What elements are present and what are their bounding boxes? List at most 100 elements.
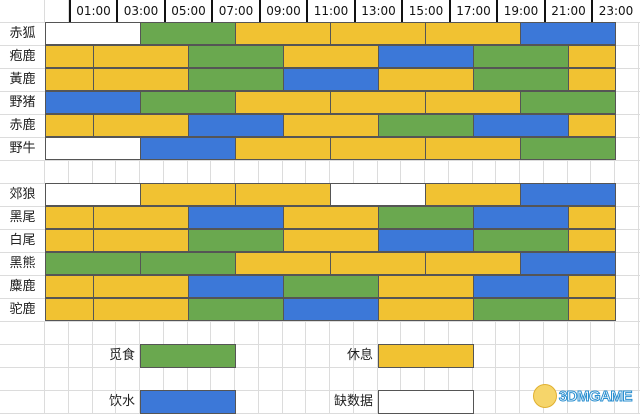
activity-segment-water xyxy=(520,252,616,275)
header-time-0700: 07:00 xyxy=(211,0,259,22)
header-time-0900: 09:00 xyxy=(258,0,307,22)
activity-segment-rest xyxy=(330,137,426,160)
activity-segment-rest xyxy=(330,91,426,114)
activity-segment-water xyxy=(187,114,284,137)
legend-label-nodata: 缺数据 xyxy=(333,394,373,409)
activity-segment-forage xyxy=(377,206,474,229)
legend-label-water: 饮水 xyxy=(108,394,135,409)
header-time-2100: 21:00 xyxy=(543,0,592,22)
header-time-1100: 11:00 xyxy=(306,0,354,22)
activity-segment-forage xyxy=(140,252,236,275)
activity-segment-rest xyxy=(92,206,189,229)
activity-segment-rest xyxy=(45,298,94,321)
activity-segment-rest xyxy=(45,45,94,68)
activity-segment-rest xyxy=(425,183,521,206)
animal-name: 黑熊 xyxy=(0,253,45,275)
activity-segment-rest xyxy=(377,298,474,321)
watermark-text: 3DMGAME xyxy=(558,387,633,405)
activity-segment-rest xyxy=(330,22,426,45)
activity-segment-water xyxy=(472,114,569,137)
legend-swatch-nodata xyxy=(378,390,474,414)
activity-segment-rest xyxy=(235,22,331,45)
animal-name: 郊狼 xyxy=(0,184,45,206)
activity-segment-rest xyxy=(45,275,94,298)
activity-segment-rest xyxy=(567,275,616,298)
activity-segment-water xyxy=(520,22,616,45)
activity-segment-water xyxy=(45,91,141,114)
activity-segment-water xyxy=(282,68,379,91)
header-time-1900: 19:00 xyxy=(496,0,544,22)
animal-name: 赤狐 xyxy=(0,23,45,45)
activity-segment-rest xyxy=(425,137,521,160)
activity-segment-rest xyxy=(92,298,189,321)
activity-segment-rest xyxy=(45,229,94,252)
activity-segment-rest xyxy=(282,229,379,252)
activity-segment-nodata xyxy=(45,22,141,45)
animal-name: 黃鹿 xyxy=(0,69,45,91)
activity-segment-water xyxy=(472,206,569,229)
activity-segment-forage xyxy=(187,45,284,68)
activity-segment-water xyxy=(282,298,379,321)
activity-segment-forage xyxy=(472,229,569,252)
activity-segment-rest xyxy=(45,114,94,137)
activity-segment-rest xyxy=(92,114,189,137)
activity-segment-forage xyxy=(520,137,616,160)
header-time-0300: 03:00 xyxy=(116,0,164,22)
activity-segment-rest xyxy=(235,91,331,114)
activity-segment-rest xyxy=(567,114,616,137)
activity-segment-rest xyxy=(425,252,521,275)
activity-segment-rest xyxy=(567,68,616,91)
header-time-0500: 05:00 xyxy=(163,0,212,22)
activity-segment-nodata xyxy=(330,183,426,206)
header-time-1300: 13:00 xyxy=(353,0,402,22)
header-time-0100: 01:00 xyxy=(68,0,117,22)
activity-segment-rest xyxy=(140,183,236,206)
activity-segment-rest xyxy=(567,45,616,68)
activity-segment-rest xyxy=(45,206,94,229)
activity-segment-forage xyxy=(140,91,236,114)
activity-segment-rest xyxy=(330,252,426,275)
header-time-1700: 17:00 xyxy=(448,0,497,22)
activity-segment-forage xyxy=(45,252,141,275)
activity-segment-forage xyxy=(377,114,474,137)
activity-segment-forage xyxy=(187,229,284,252)
animal-name: 黑尾 xyxy=(0,207,45,229)
legend-swatch-water xyxy=(140,390,236,414)
legend-swatch-forage xyxy=(140,344,236,368)
activity-segment-water xyxy=(377,229,474,252)
legend-label-rest: 休息 xyxy=(346,348,373,363)
activity-segment-water xyxy=(377,45,474,68)
activity-segment-forage xyxy=(140,22,236,45)
activity-segment-rest xyxy=(567,229,616,252)
activity-segment-rest xyxy=(377,68,474,91)
activity-segment-forage xyxy=(472,298,569,321)
activity-segment-forage xyxy=(187,298,284,321)
activity-segment-water xyxy=(140,137,236,160)
grid-line xyxy=(637,0,639,414)
activity-segment-rest xyxy=(282,45,379,68)
activity-segment-rest xyxy=(425,91,521,114)
activity-segment-rest xyxy=(567,206,616,229)
activity-segment-forage xyxy=(187,68,284,91)
animal-name: 赤鹿 xyxy=(0,115,45,137)
activity-segment-water xyxy=(472,275,569,298)
activity-segment-rest xyxy=(45,68,94,91)
watermark-logo: 3DMGAME xyxy=(532,384,633,408)
animal-name: 驼鹿 xyxy=(0,299,45,321)
legend-swatch-rest xyxy=(378,344,474,368)
activity-segment-rest xyxy=(235,183,331,206)
header-time-2300: 23:00 xyxy=(591,0,639,22)
activity-segment-rest xyxy=(92,45,189,68)
activity-segment-rest xyxy=(92,275,189,298)
activity-segment-rest xyxy=(92,68,189,91)
activity-segment-forage xyxy=(472,45,569,68)
activity-segment-rest xyxy=(425,22,521,45)
activity-segment-forage xyxy=(520,91,616,114)
activity-segment-nodata xyxy=(45,137,141,160)
chick-mascot-icon xyxy=(532,384,557,408)
animal-name: 野猪 xyxy=(0,92,45,114)
activity-segment-rest xyxy=(282,114,379,137)
animal-name: 疱鹿 xyxy=(0,46,45,68)
legend-label-forage: 觅食 xyxy=(108,348,135,363)
animal-name: 野牛 xyxy=(0,138,45,160)
